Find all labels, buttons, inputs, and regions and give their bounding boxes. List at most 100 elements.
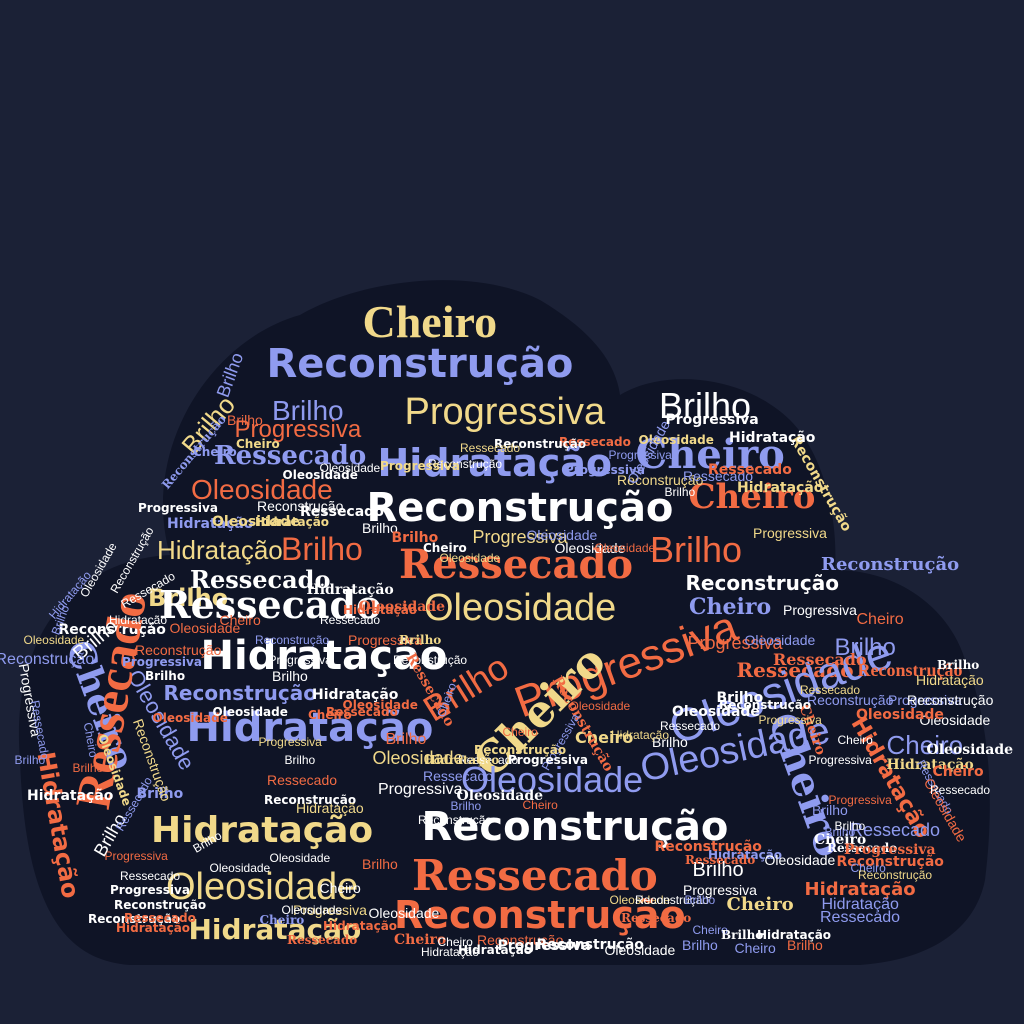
cloud-word: Progressiva xyxy=(404,391,606,433)
cloud-word: Progressiva xyxy=(497,938,591,954)
cloud-word: Progressiva xyxy=(380,459,460,473)
cloud-word: Hidratação xyxy=(377,441,613,485)
cloud-word: Oleosidade xyxy=(269,851,331,865)
cloud-word: Progressiva xyxy=(472,527,568,547)
cloud-word: Progressiva xyxy=(565,463,645,477)
cloud-word: Ressecado xyxy=(190,565,331,594)
cloud-word: Oleosidade xyxy=(368,905,440,921)
cloud-word: Brilho xyxy=(652,734,688,750)
cloud-word: Progressiva xyxy=(687,633,783,653)
cloud-word: Brilho xyxy=(684,893,716,907)
cloud-word: Brilho xyxy=(362,856,398,872)
cloud-word: Ressecado xyxy=(300,504,384,520)
cloud-word: Reconstrução xyxy=(257,498,344,514)
cloud-word: Reconstrução xyxy=(255,633,330,647)
cloud-word: Brilho xyxy=(284,753,316,767)
cloud-word: Progressiva xyxy=(758,713,822,727)
cloud-word: Hidratação xyxy=(306,582,394,598)
cloud-word: Cheiro xyxy=(850,861,886,875)
cloud-word: Brilho xyxy=(145,669,186,683)
cloud-word: Ressecado xyxy=(820,909,901,926)
cloud-word: Ressecado xyxy=(423,768,494,784)
cloud-silhouette xyxy=(18,280,990,965)
cloud-word: Cheiro xyxy=(193,445,237,459)
cloud-word: Oleosidade xyxy=(856,707,944,723)
cloud-word: Reconstrução xyxy=(366,485,674,531)
cloud-word: Oleosidade xyxy=(926,742,1014,758)
cloud-word: Reconstrução xyxy=(394,893,686,937)
cloud-word: Oleosidade xyxy=(209,861,271,875)
cloud-word: Cheiro xyxy=(437,935,473,949)
cloud-word: Progressiva xyxy=(234,416,362,443)
cloud-word: Reconstrução xyxy=(163,681,317,705)
cloud-word: Hidratação xyxy=(916,672,984,688)
cloud-word: Cheiro xyxy=(308,708,352,722)
cloud-word: Oleosidade xyxy=(604,942,676,958)
cloud-word: Oleosidade xyxy=(456,788,544,804)
cloud-word: Reconstrução xyxy=(907,692,994,708)
cloud-word: Oleosidade xyxy=(609,893,671,907)
cloud-word: Oleosidade xyxy=(281,903,343,917)
cloud-word: Ressecado xyxy=(800,683,861,697)
cloud-word: Hidratação xyxy=(421,945,480,959)
cloud-word: Reconstrução xyxy=(418,813,493,827)
cloud-word: Hidratação xyxy=(323,919,398,933)
cloud-word: Cheiro xyxy=(319,880,361,896)
cloud-word: Ressecado xyxy=(827,841,898,855)
cloud-word: Ressecado xyxy=(708,462,792,478)
cloud-word: Hidratação xyxy=(737,480,824,496)
cloud-word: Reconstrução xyxy=(421,804,729,850)
cloud-word: Cheiro xyxy=(932,764,984,780)
cloud-word: Cheiro xyxy=(575,728,634,747)
cloud-word: Reconstrução xyxy=(617,472,704,488)
cloud-word: Oleosidade xyxy=(212,705,288,719)
cloud-word: Brilho xyxy=(385,731,427,748)
cloud-word: Reconstrução xyxy=(58,622,166,638)
cloud-word: Progressiva xyxy=(122,655,202,669)
cloud-word: Cheiro xyxy=(362,296,498,347)
cloud-word: Oleosidade xyxy=(372,748,464,768)
cloud-word: Hidratação xyxy=(611,728,670,742)
cloud-word: Cheiro xyxy=(837,733,873,747)
cloud-word: Ressecado xyxy=(399,541,634,588)
cloud-word: Progressiva xyxy=(508,753,588,767)
cloud-word: Oleosidade xyxy=(23,633,85,647)
cloud-word: Progressiva xyxy=(110,883,190,897)
cloud-word: Brilho xyxy=(281,531,363,567)
cloud-word: Cheiro xyxy=(394,932,447,948)
cloud-word: Brilho xyxy=(272,668,308,684)
cloud-word: Brilho xyxy=(72,761,104,775)
cloud-word: Hidratação xyxy=(708,848,783,862)
cloud-word: Progressiva xyxy=(808,753,872,767)
cloud-word: Oleosidade xyxy=(152,711,228,725)
cloud-word: Oleosidade xyxy=(744,632,816,648)
cloud-word: Progressiva xyxy=(665,412,759,428)
cloud-word: Oleosidade xyxy=(191,474,333,505)
cloud-word: Cheiro xyxy=(219,612,261,628)
cloud-word: Hidratação xyxy=(804,879,916,900)
cloud-word: Reconstrução xyxy=(821,554,960,575)
cloud-word: Cheiro xyxy=(688,477,816,517)
cloud-word: Oleosidade xyxy=(358,599,446,615)
cloud-word: Brilho xyxy=(450,799,482,813)
cloud-word: Hidratação xyxy=(200,633,448,679)
cloud-word: Ressecado xyxy=(326,705,398,719)
cloud-word: Progressiva xyxy=(378,781,463,798)
cloud-word: Hidratação xyxy=(255,515,330,529)
cloud-word: Hidratação xyxy=(27,788,114,804)
cloud-word: Ressecado xyxy=(458,753,519,767)
cloud-word: Hidratação xyxy=(157,535,283,565)
cloud-word: Brilho xyxy=(834,819,866,833)
cloud-word: Oleosidade xyxy=(594,541,656,555)
cloud-word: Oleosidade xyxy=(439,551,501,565)
cloud-word: Oleosidade xyxy=(569,699,631,713)
cloud-word: Oleosidade xyxy=(461,759,644,800)
cloud-word: Ressecado xyxy=(460,441,521,455)
cloud-word: Ressecado xyxy=(124,911,196,925)
cloud-word: Brilho xyxy=(812,802,848,818)
cloud-word: Oleosidade xyxy=(169,620,241,636)
cloud-word: Brilho xyxy=(272,395,344,426)
cloud-word: Progressiva xyxy=(138,501,218,515)
cloud-word: Oleosidade xyxy=(764,852,836,868)
cloud-word: Reconstrução xyxy=(654,839,762,855)
